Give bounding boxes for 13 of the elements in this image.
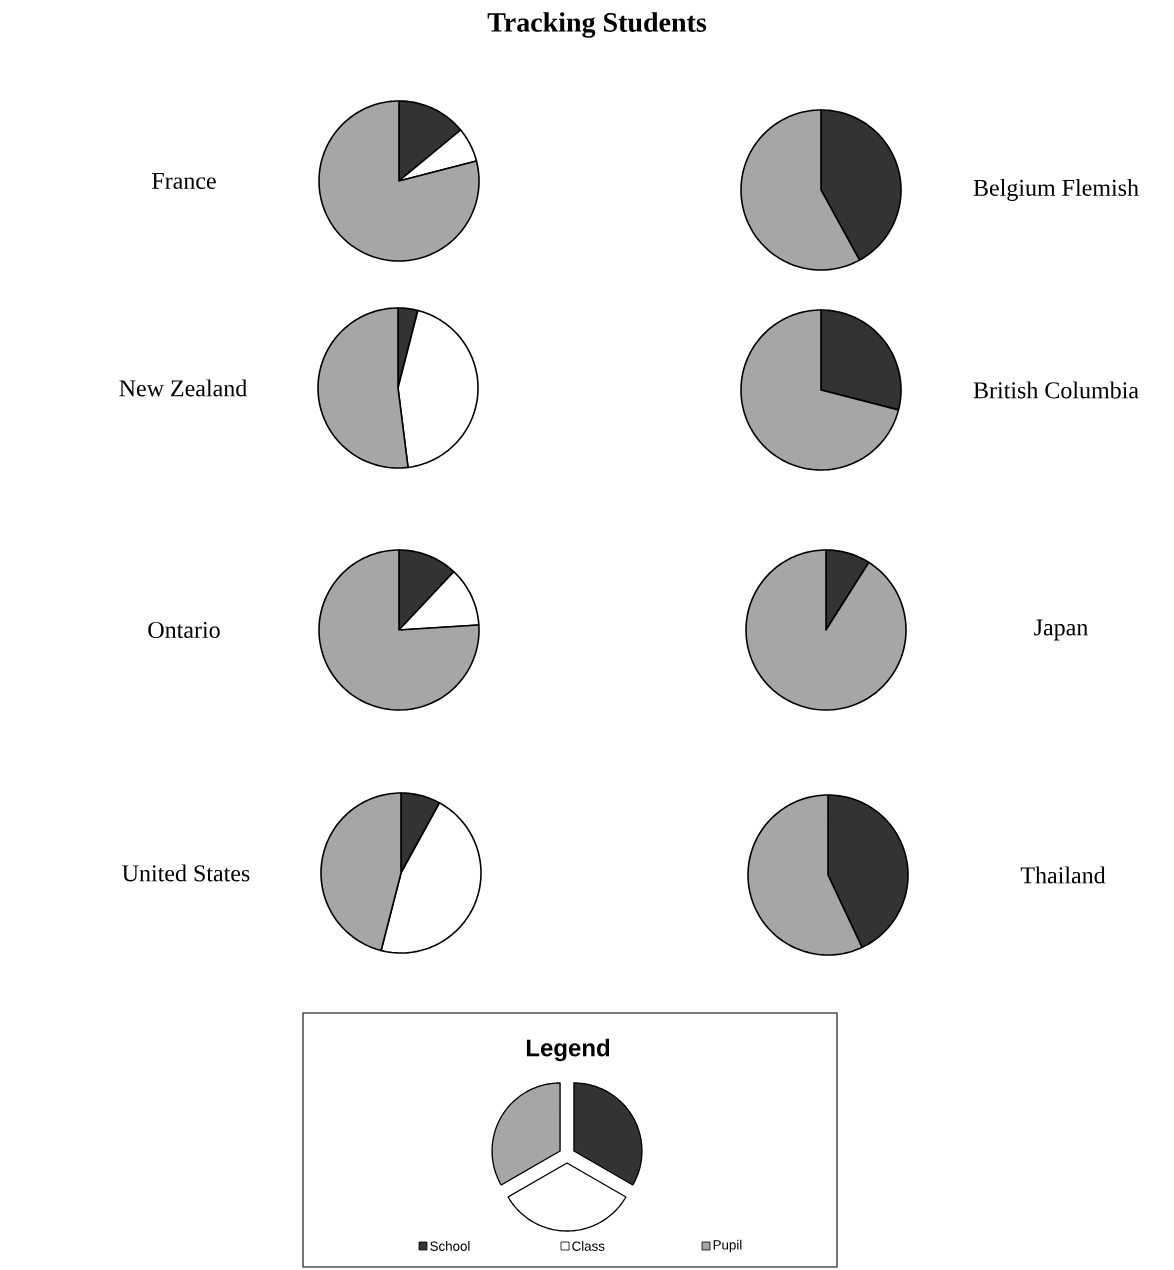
legend-label: Pupil [713,1239,742,1253]
text: France [152,173,216,189]
text: Belgium Flemish [973,179,1139,201]
text: New Zealand [119,379,247,397]
text: Thailand [1020,866,1106,884]
text: Japan [1034,619,1088,641]
text: United States [122,864,250,882]
text: British Columbia [973,381,1139,399]
legend-label: Class [572,1241,605,1251]
legend-title: Legend [526,1038,610,1062]
text: Ontario [148,621,220,639]
text: Tracking Students [487,12,707,38]
legend-label: School [430,1241,470,1251]
